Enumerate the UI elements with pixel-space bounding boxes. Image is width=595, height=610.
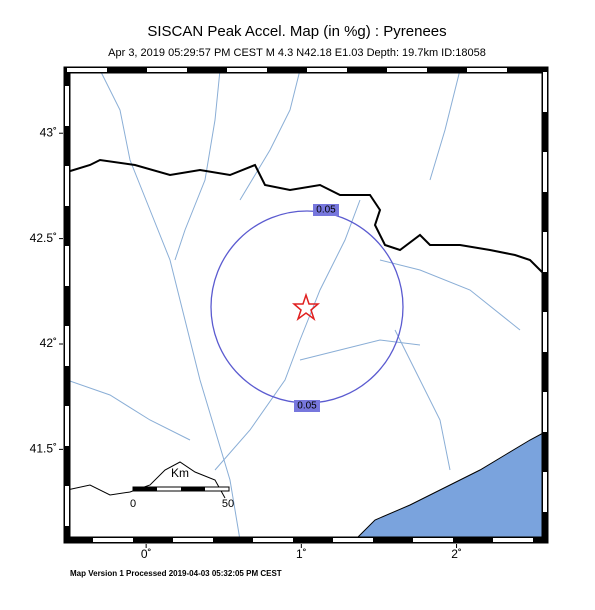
x-tick-label: 2˚ bbox=[451, 547, 462, 561]
map-area: 0.05 0.05 Km 0 50 bbox=[63, 66, 549, 544]
contour-label-bg bbox=[313, 204, 339, 216]
map-subtitle: Apr 3, 2019 05:29:57 PM CEST M 4.3 N42.1… bbox=[108, 47, 486, 59]
y-tick-label: 42˚ bbox=[40, 336, 57, 350]
y-tick-label: 42.5˚ bbox=[30, 231, 57, 245]
land bbox=[67, 70, 545, 540]
contour-label: 0.05 bbox=[297, 401, 317, 412]
x-tick-label: 0˚ bbox=[141, 547, 152, 561]
y-tick-label: 41.5˚ bbox=[30, 442, 57, 456]
x-tick-label: 1˚ bbox=[296, 547, 307, 561]
scale-start: 0 bbox=[130, 498, 136, 510]
border bbox=[66, 158, 546, 276]
footer: Map Version 1 Processed 2019-04-03 05:32… bbox=[70, 569, 282, 578]
scale-end: 50 bbox=[222, 498, 234, 510]
rivers bbox=[66, 69, 521, 541]
map-title: SISCAN Peak Accel. Map (in %g) : Pyrenee… bbox=[147, 23, 446, 40]
coastline bbox=[66, 461, 226, 499]
frame bbox=[63, 66, 549, 544]
contour-label-bg bbox=[294, 400, 320, 412]
contour-label: 0.05 bbox=[316, 205, 336, 216]
scale-bar: Km 0 50 bbox=[130, 466, 234, 510]
epicenter bbox=[291, 292, 321, 322]
scale-unit: Km bbox=[171, 466, 189, 480]
y-tick-label: 43˚ bbox=[40, 125, 57, 139]
